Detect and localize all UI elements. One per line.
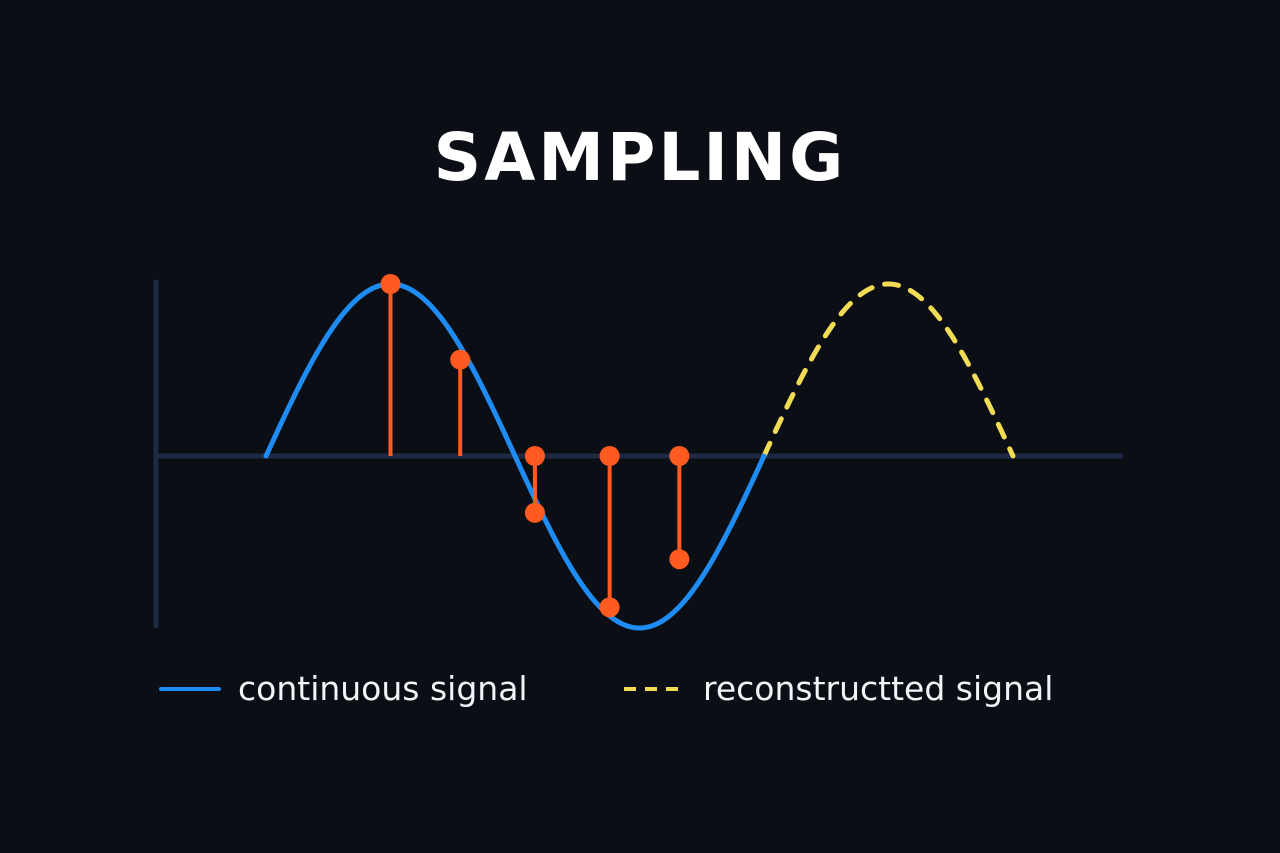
sample-point-3 bbox=[524, 502, 545, 523]
legend-swatch-solid bbox=[159, 687, 221, 691]
diagram-title: SAMPLING bbox=[433, 119, 847, 196]
legend-reconstructed: reconstructted signal bbox=[624, 664, 1053, 714]
sample-point-2 bbox=[450, 349, 471, 370]
sample-base-dot-5 bbox=[669, 446, 690, 466]
sample-point-1 bbox=[380, 274, 401, 294]
sample-point-5 bbox=[669, 549, 690, 570]
sample-base-dot-4 bbox=[599, 446, 620, 466]
legend-label-continuous: continuous signal bbox=[238, 669, 528, 708]
samples-group bbox=[380, 274, 690, 618]
reconstructed-signal-curve bbox=[761, 281, 1016, 459]
legend-swatch-dashed bbox=[624, 687, 686, 691]
legend-label-reconstructed: reconstructted signal bbox=[703, 669, 1054, 708]
legend-continuous: continuous signal bbox=[159, 664, 528, 714]
sample-base-dot-3 bbox=[524, 446, 545, 466]
continuous-signal-curve bbox=[263, 281, 767, 631]
sample-point-4 bbox=[599, 597, 620, 618]
